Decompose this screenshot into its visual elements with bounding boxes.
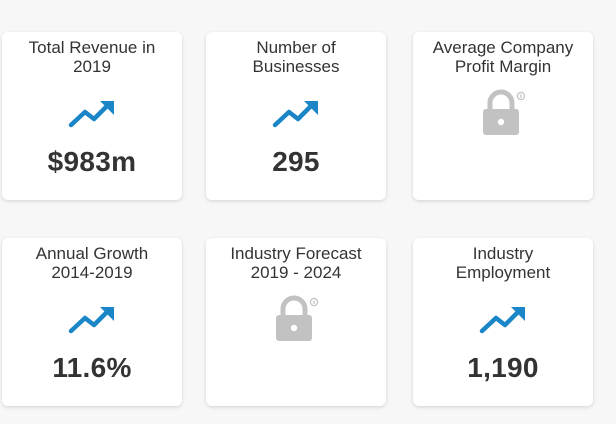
stat-label: Number of Businesses — [206, 38, 386, 76]
trend-up-icon — [68, 307, 114, 334]
stat-card-industry-forecast[interactable]: Industry Forecast 2019 - 2024 — [206, 238, 386, 406]
stat-label-line: Total Revenue in — [28, 38, 156, 57]
stat-label-line: Number of — [256, 38, 336, 57]
lock-icon[interactable] — [480, 88, 526, 136]
stat-label: Industry Employment — [413, 244, 593, 282]
stat-label-line: Average Company — [432, 38, 574, 57]
stat-card-annual-growth[interactable]: Annual Growth 2014-2019 11.6% — [2, 238, 182, 406]
lock-icon[interactable] — [273, 294, 319, 342]
stat-label-line: Industry — [472, 244, 534, 263]
stat-label-line: 2019 — [73, 57, 111, 76]
stat-card-number-of-businesses[interactable]: Number of Businesses 295 — [206, 32, 386, 200]
stat-label: Annual Growth 2014-2019 — [2, 244, 182, 282]
stat-label-line: Employment — [455, 263, 551, 282]
stat-label: Total Revenue in 2019 — [2, 38, 182, 76]
stat-label-line: 2014-2019 — [51, 263, 133, 282]
stat-value: 1,190 — [467, 352, 539, 383]
stat-label-line: Annual Growth — [35, 244, 149, 263]
stat-label-line: Profit Margin — [454, 57, 552, 76]
stat-card-total-revenue[interactable]: Total Revenue in 2019 $983m — [2, 32, 182, 200]
stat-label-line: Businesses — [252, 57, 340, 76]
stat-card-profit-margin[interactable]: Average Company Profit Margin — [413, 32, 593, 200]
stat-label: Average Company Profit Margin — [413, 38, 593, 76]
stat-value: 295 — [272, 146, 320, 177]
stat-card-industry-employment[interactable]: Industry Employment 1,190 — [413, 238, 593, 406]
trend-up-icon — [479, 307, 525, 334]
stat-value: 11.6% — [52, 352, 132, 383]
trend-up-icon — [272, 101, 318, 128]
trend-up-icon — [68, 101, 114, 128]
stat-label: Industry Forecast 2019 - 2024 — [206, 244, 386, 282]
stat-label-line: 2019 - 2024 — [250, 263, 342, 282]
stat-value: $983m — [47, 146, 137, 177]
stat-label-line: Industry Forecast — [230, 244, 362, 263]
